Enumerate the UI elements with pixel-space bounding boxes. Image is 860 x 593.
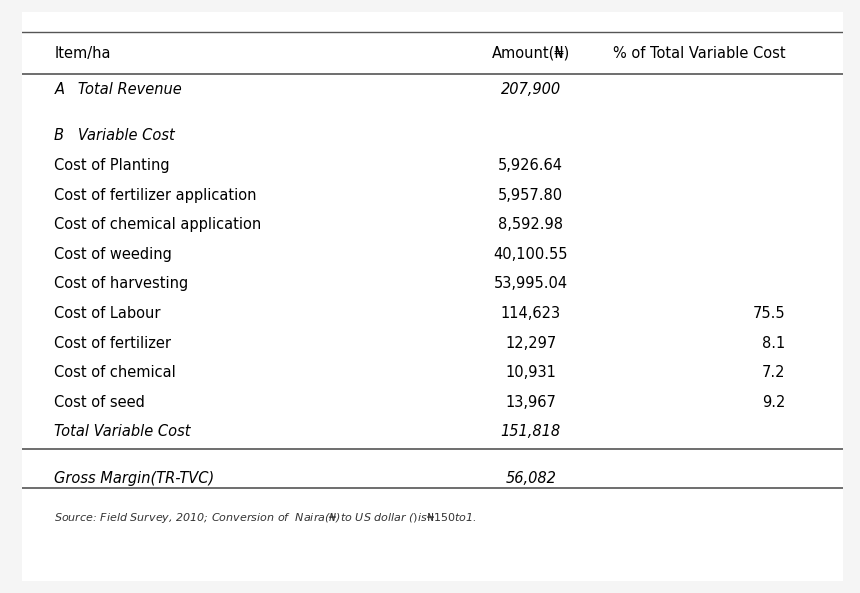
Text: Cost of weeding: Cost of weeding: [54, 247, 172, 262]
Text: 10,931: 10,931: [506, 365, 556, 380]
Text: 53,995.04: 53,995.04: [494, 276, 568, 292]
Text: 8.1: 8.1: [762, 336, 785, 350]
Text: Cost of Labour: Cost of Labour: [54, 306, 161, 321]
Text: B   Variable Cost: B Variable Cost: [54, 129, 175, 144]
FancyBboxPatch shape: [22, 12, 843, 581]
Text: Source: Field Survey, 2010; Conversion of  Naira(₦)to US dollar ($)is ₦150 to$1.: Source: Field Survey, 2010; Conversion o…: [54, 511, 477, 525]
Text: Cost of seed: Cost of seed: [54, 395, 145, 410]
Text: 8,592.98: 8,592.98: [498, 217, 563, 232]
Text: 7.2: 7.2: [762, 365, 785, 380]
Text: 12,297: 12,297: [505, 336, 556, 350]
Text: 13,967: 13,967: [506, 395, 556, 410]
Text: Cost of fertilizer: Cost of fertilizer: [54, 336, 171, 350]
Text: Cost of harvesting: Cost of harvesting: [54, 276, 188, 292]
Text: A   Total Revenue: A Total Revenue: [54, 82, 182, 97]
Text: Gross Margin(TR-TVC): Gross Margin(TR-TVC): [54, 471, 215, 486]
Text: 5,957.80: 5,957.80: [498, 187, 563, 203]
Text: Cost of fertilizer application: Cost of fertilizer application: [54, 187, 257, 203]
Text: Item/ha: Item/ha: [54, 46, 111, 60]
Text: Amount(₦): Amount(₦): [492, 46, 570, 60]
Text: 75.5: 75.5: [752, 306, 785, 321]
Text: 9.2: 9.2: [762, 395, 785, 410]
Text: 5,926.64: 5,926.64: [498, 158, 563, 173]
Text: 40,100.55: 40,100.55: [494, 247, 568, 262]
Text: 56,082: 56,082: [506, 471, 556, 486]
Text: 151,818: 151,818: [501, 425, 561, 439]
Text: Cost of Planting: Cost of Planting: [54, 158, 170, 173]
Text: Total Variable Cost: Total Variable Cost: [54, 425, 191, 439]
Text: 114,623: 114,623: [501, 306, 561, 321]
Text: % of Total Variable Cost: % of Total Variable Cost: [612, 46, 785, 60]
Text: Cost of chemical application: Cost of chemical application: [54, 217, 261, 232]
Text: 207,900: 207,900: [501, 82, 561, 97]
Text: Cost of chemical: Cost of chemical: [54, 365, 176, 380]
